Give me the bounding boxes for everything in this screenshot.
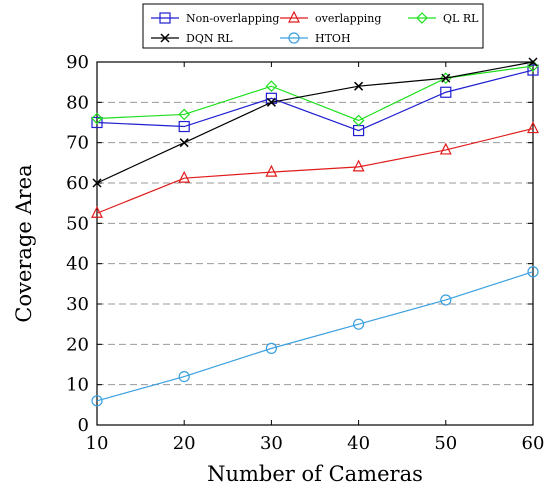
data-point	[91, 112, 103, 125]
data-point	[440, 86, 452, 98]
cross-stroke	[528, 57, 538, 67]
cross-stroke	[354, 81, 364, 91]
x-tick-label: 50	[434, 433, 457, 454]
data-point	[92, 178, 102, 188]
series-overlapping	[91, 121, 539, 218]
legend-label: HTOH	[315, 32, 351, 45]
series-ql-rl	[91, 60, 539, 127]
cross-stroke	[92, 178, 102, 188]
y-tick-label: 30	[66, 294, 89, 315]
data-point	[354, 81, 364, 91]
series-line	[96, 65, 534, 122]
data-point	[352, 159, 365, 172]
data-point	[179, 138, 189, 148]
legend: Non-overlapping overlapping QL RL DQN RL HTO…	[142, 3, 484, 49]
data-point	[527, 64, 539, 76]
y-tick-label: 60	[66, 173, 89, 194]
legend-label: Non-overlapping	[186, 12, 279, 25]
grid	[97, 101, 533, 386]
data-point	[178, 108, 191, 121]
data-point	[439, 142, 452, 155]
legend-item: DQN RL	[151, 32, 233, 45]
data-point	[178, 371, 190, 383]
series-line	[96, 61, 534, 184]
x-tick-label: 30	[260, 433, 283, 454]
series-line	[96, 69, 534, 132]
legend-marker	[288, 10, 300, 23]
y-tick-label: 50	[66, 213, 89, 234]
x-tick-label: 10	[86, 433, 109, 454]
legend-label: QL RL	[443, 12, 479, 25]
data-point	[91, 395, 103, 407]
legend-marker	[159, 12, 171, 24]
data-point	[527, 121, 539, 134]
data-point	[178, 120, 190, 133]
series-group	[91, 57, 539, 407]
series-line	[96, 127, 534, 214]
legend-label: DQN RL	[186, 32, 233, 45]
data-point	[265, 164, 278, 177]
y-tick-label: 10	[66, 375, 89, 396]
data-point	[91, 116, 103, 129]
y-tick-label: 20	[66, 334, 89, 355]
series-non-overlapping	[91, 64, 539, 137]
y-tick-label: 40	[66, 254, 89, 275]
y-tick-label: 90	[66, 52, 89, 73]
data-point	[178, 170, 191, 183]
data-point	[353, 318, 365, 330]
legend-box	[142, 3, 484, 49]
y-axis-title: Coverage Area	[12, 164, 36, 322]
legend-item: QL RL	[408, 12, 479, 25]
cross-stroke	[160, 33, 170, 43]
cross-stroke	[266, 97, 276, 107]
legend-marker	[160, 33, 170, 43]
data-point	[265, 342, 277, 354]
legend-marker	[288, 32, 300, 44]
data-point	[352, 114, 365, 127]
data-point	[527, 266, 539, 278]
data-point	[440, 294, 452, 306]
series-htoh	[91, 266, 539, 407]
y-tick-label: 0	[78, 415, 89, 436]
series-line	[96, 271, 534, 402]
data-point	[265, 80, 278, 93]
legend-label: overlapping	[315, 12, 381, 25]
data-point	[439, 72, 452, 84]
x-tick-label: 40	[347, 433, 370, 454]
y-tick-label: 70	[66, 133, 89, 154]
x-axis-title: Number of Cameras	[207, 462, 423, 486]
legend-item: overlapping	[280, 10, 381, 25]
cross-stroke	[441, 73, 451, 83]
series-dqn-rl	[92, 57, 538, 188]
data-point	[266, 97, 276, 107]
legend-item: HTOH	[280, 32, 351, 45]
x-tick-label: 20	[173, 433, 196, 454]
data-point	[91, 205, 103, 218]
legend-item: Non-overlapping	[151, 12, 279, 25]
data-point	[528, 57, 538, 67]
legend-marker	[416, 12, 428, 24]
y-tick-label: 80	[66, 92, 89, 113]
cross-stroke	[179, 138, 189, 148]
data-point	[441, 73, 451, 83]
plot-frame	[96, 61, 534, 426]
x-tick-label: 60	[522, 433, 545, 454]
